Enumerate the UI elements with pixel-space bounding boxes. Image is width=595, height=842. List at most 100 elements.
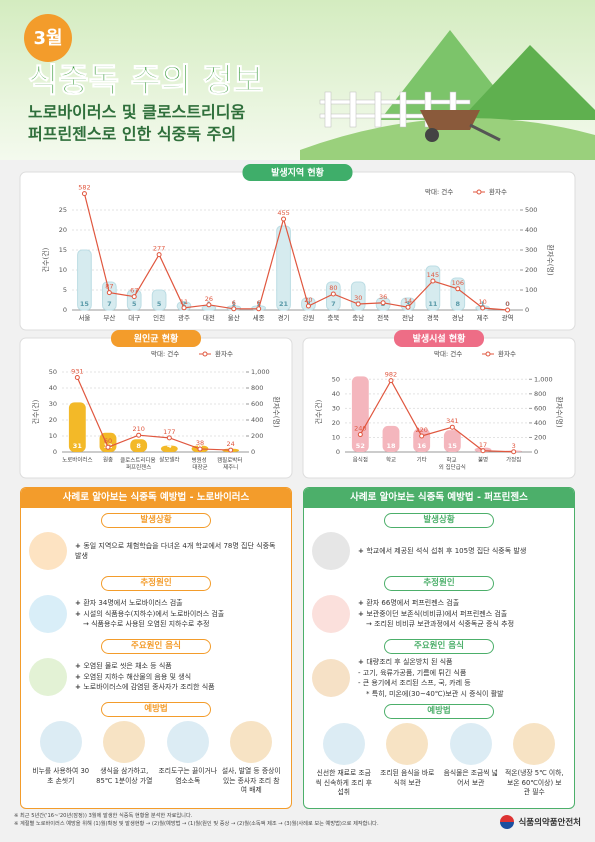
- case: 사례로 알아보는 식중독 예방법 - 퍼프린젠스발생상황학교에서 제공된 석식 …: [303, 487, 575, 809]
- y2-tick-label: 800: [251, 384, 263, 392]
- line-value-label: 10: [479, 298, 487, 306]
- pill: 추정원인: [384, 576, 494, 591]
- x-tick-label: 전북: [377, 313, 389, 322]
- x-tick-label: 대구: [128, 314, 140, 322]
- bar-value-label: 8: [136, 442, 141, 450]
- prev: 비누를 사용하여 30초 손씻기 생식을 삼가하고, 85℃ 1분이상 가열 조리도…: [29, 721, 283, 796]
- ground: [300, 118, 595, 160]
- x-tick-label: 서울: [78, 313, 90, 322]
- bar: [101, 281, 117, 311]
- x-tick-label: 충북: [327, 313, 339, 322]
- line-value-label: 177: [163, 428, 175, 436]
- bar: [276, 225, 291, 311]
- bar-value-label: 52: [356, 442, 365, 450]
- x-tick-label: 학교 외 집단급식: [439, 456, 466, 471]
- y-tick-label: 0: [336, 448, 340, 456]
- ptext: 조리된 음식을 바로 식혀 보관: [380, 769, 435, 787]
- chart-title: 발생지역 현황: [271, 167, 325, 179]
- y2-tick-label: 500: [525, 206, 537, 214]
- item: 노로바이러스에 감염된 종사자가 조리한 식품: [75, 682, 214, 693]
- prev: 신선한 재료로 조금씩 신속하게 조리 후 섭취 조리된 음식을 바로 식혀 보관…: [312, 723, 566, 798]
- line-point: [81, 191, 87, 197]
- pitem: 비누를 사용하여 30초 손씻기: [31, 721, 91, 796]
- line: [359, 379, 514, 453]
- line-value-label: 80: [329, 284, 337, 292]
- row: 대량조리 후 실온방치 된 식품- 고기, 육류가공품, 기름에 튀긴 식품 - …: [312, 657, 566, 699]
- label-line: 외 집단급식: [439, 463, 466, 471]
- line-value-label: 14: [404, 297, 412, 305]
- case-title: 사례로 알아보는 식중독 예방법 - 노로바이러스: [21, 488, 291, 508]
- line-value-label: 982: [385, 371, 397, 379]
- x-tick-label: 불명: [478, 457, 488, 464]
- legend-point: [202, 351, 208, 357]
- item: 환자 66명에서 퍼프린젠스 검출: [358, 598, 514, 609]
- line-point: [449, 424, 455, 430]
- x-tick-label: 경북: [427, 313, 439, 322]
- title-pill: [111, 330, 201, 347]
- x-tick-label: 세종: [253, 313, 265, 322]
- bar-value-label: 2: [182, 300, 187, 308]
- line: [83, 193, 508, 311]
- item: → 식품용수로 사용된 오염된 지하수로 추정: [83, 620, 210, 629]
- y2-tick-label: 300: [525, 246, 537, 254]
- block: 예방법 신선한 재료로 조금씩 신속하게 조리 후 섭취 조리된 음식을 바로 식혀…: [312, 704, 566, 798]
- item: - 큰 용기에서 조리된 스프, 국, 카레 등: [358, 679, 471, 687]
- x-tick-label: 대전: [203, 313, 215, 322]
- y-tick-label: 5: [63, 286, 67, 294]
- bar-value-label: 1: [232, 300, 237, 308]
- x-tick-label: 전남: [402, 313, 414, 322]
- ptext: 적온(냉장 5℃ 이하, 보온 60℃이상) 보관 필수: [504, 769, 564, 796]
- label-line: 학교: [446, 456, 458, 464]
- y2-tick-label: 600: [534, 404, 546, 412]
- line-point: [380, 300, 386, 306]
- y-axis-label: 건수(건): [31, 399, 40, 424]
- line-point: [231, 306, 237, 312]
- line-value-label: 30: [354, 294, 362, 302]
- y-tick-label: 40: [332, 390, 340, 398]
- bar-value-label: 1: [511, 442, 516, 450]
- line-value-label: 210: [132, 425, 144, 433]
- y2-tick-label: 0: [251, 448, 255, 456]
- picon: [449, 723, 492, 765]
- icon: [29, 532, 67, 570]
- x-tick-label: 캠필로박터 제주니: [217, 456, 244, 471]
- bar-value-label: 3: [406, 300, 411, 308]
- x-tick-label: 원충: [103, 456, 113, 464]
- y2-tick-label: 200: [251, 432, 263, 440]
- icon: [312, 595, 350, 633]
- line-value-label: 26: [205, 295, 213, 303]
- line-point: [136, 432, 142, 438]
- line-value-label: 277: [153, 245, 165, 253]
- line-point: [166, 435, 172, 441]
- block: 예방법 비누를 사용하여 30초 손씻기 생식을 삼가하고, 85℃ 1분이상 가열…: [29, 702, 283, 796]
- y-tick-label: 50: [332, 375, 340, 383]
- bar-value-label: 8: [456, 300, 461, 308]
- line-value-label: 931: [71, 368, 83, 376]
- item: 시설의 식품용수(지하수)에서 노로바이러스 검출: [75, 609, 224, 620]
- item: 환자 34명에서 노로바이러스 검출: [75, 598, 224, 609]
- x-tick-label: 부산: [103, 313, 115, 322]
- y-tick-label: 0: [53, 448, 57, 456]
- bar-value-label: 16: [417, 442, 427, 450]
- bar-value-label: 2: [228, 442, 233, 450]
- block: 발생상황동일 지역으로 체험학습을 다녀온 4개 학교에서 78명 집단 식중독…: [29, 513, 283, 571]
- chart-title: 원인균 현황: [134, 333, 179, 345]
- pitem: 조리도구는 끓이거나 염소소독: [158, 721, 218, 796]
- ptext: 신선한 재료로 조금씩 신속하게 조리 후 섭취: [315, 769, 372, 796]
- line-value-label: 106: [452, 279, 464, 287]
- bar-value-label: 18: [386, 442, 396, 450]
- items: 환자 34명에서 노로바이러스 검출시설의 식품용수(지하수)에서 노로바이러스…: [75, 598, 224, 630]
- item: → 조리된 비비큐 보관과정에서 식중독균 증식 추정: [366, 620, 515, 629]
- row: 오염된 물로 씻은 채소 등 식품오염된 지하수 해산물의 음용 및 생식노로바…: [29, 657, 283, 697]
- line-point: [505, 307, 511, 313]
- pitem: 적온(냉장 5℃ 이하, 보온 60℃이상) 보관 필수: [504, 723, 564, 798]
- y2-tick-label: 400: [251, 416, 263, 424]
- subtitle: 노로바이러스 및 클로스트리디움: [28, 103, 246, 122]
- label-line: 제주니: [223, 463, 238, 471]
- y2-tick-label: 200: [534, 433, 546, 441]
- y-tick-label: 10: [49, 432, 57, 440]
- line-point: [405, 304, 411, 310]
- legend-label: 막대: 건수: [434, 349, 462, 358]
- bar-value-label: 3: [481, 442, 486, 450]
